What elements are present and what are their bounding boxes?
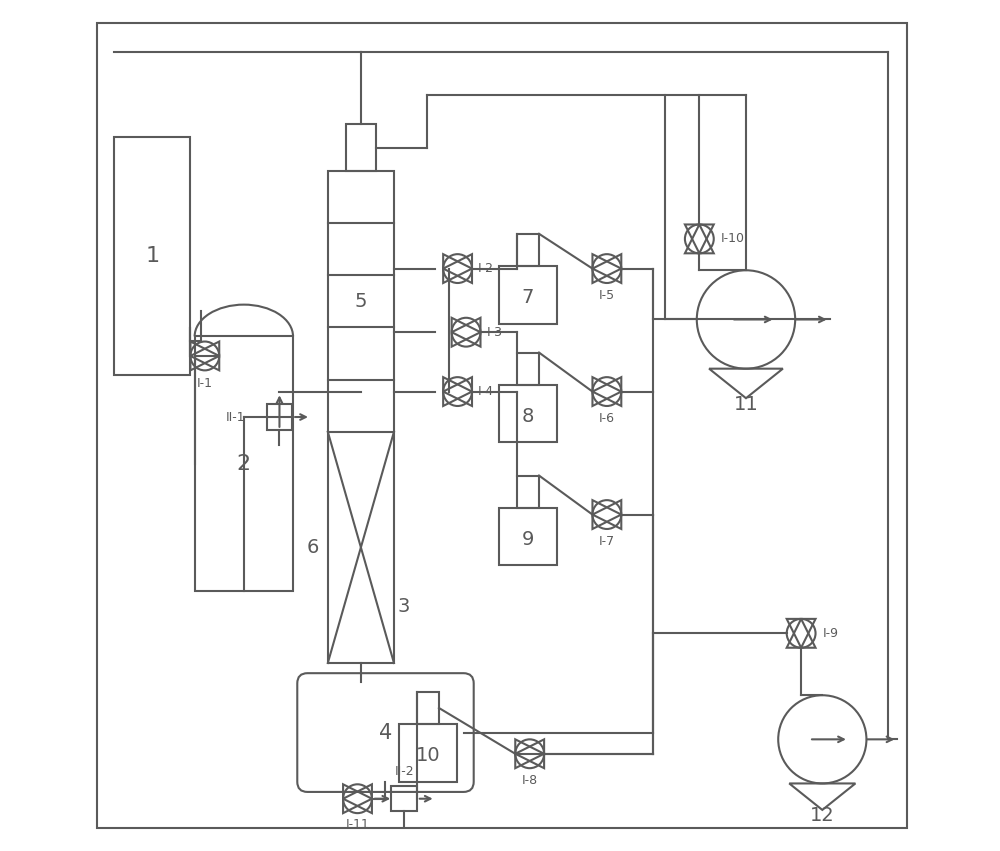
Text: I-8: I-8 — [522, 774, 538, 787]
Bar — [346, 124, 376, 171]
Text: I-6: I-6 — [599, 412, 615, 426]
Text: 9: 9 — [522, 530, 534, 549]
Bar — [391, 786, 417, 812]
Text: I-11: I-11 — [346, 818, 369, 831]
Text: I-7: I-7 — [599, 535, 615, 548]
Text: 11: 11 — [734, 395, 758, 414]
Bar — [399, 724, 457, 782]
Bar — [195, 336, 293, 591]
Text: 8: 8 — [522, 407, 534, 426]
Bar — [499, 508, 557, 565]
Bar — [499, 385, 557, 443]
Text: I-1: I-1 — [197, 377, 213, 390]
Bar — [417, 692, 439, 724]
Text: 3: 3 — [398, 597, 410, 616]
Text: I-10: I-10 — [721, 232, 745, 245]
Text: 12: 12 — [810, 806, 835, 825]
Text: II-1: II-1 — [226, 410, 246, 424]
Text: I-4: I-4 — [478, 385, 494, 398]
Bar — [114, 137, 190, 374]
Text: I-5: I-5 — [599, 289, 615, 302]
Bar — [499, 266, 557, 323]
Text: II-2: II-2 — [394, 765, 414, 778]
Text: 7: 7 — [522, 288, 534, 307]
Text: I-2: I-2 — [478, 262, 494, 275]
Bar — [328, 171, 394, 663]
Bar — [517, 352, 539, 385]
Bar — [517, 476, 539, 508]
Text: 5: 5 — [355, 292, 367, 311]
Text: 1: 1 — [145, 246, 159, 266]
Text: 6: 6 — [306, 538, 319, 557]
Text: I-3: I-3 — [486, 326, 502, 339]
Text: 10: 10 — [416, 746, 440, 765]
Text: I-9: I-9 — [822, 627, 838, 640]
Text: 4: 4 — [379, 722, 392, 743]
Bar — [517, 234, 539, 266]
Text: 2: 2 — [237, 454, 251, 474]
Bar — [267, 404, 292, 430]
